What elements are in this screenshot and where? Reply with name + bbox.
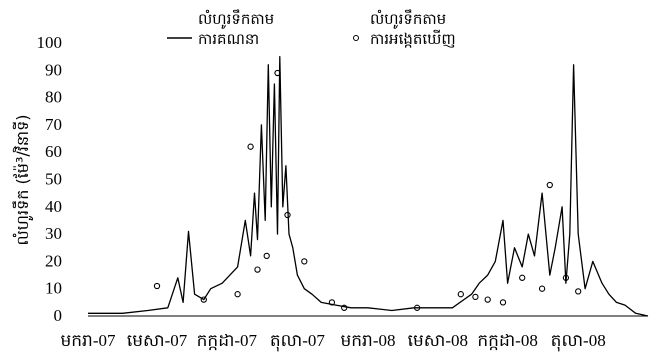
y-tick-label: 70 [45,115,62,134]
y-tick-label: 40 [45,197,62,216]
y-tick-label: 80 [45,88,62,107]
observed-point [538,285,546,292]
observed-point [234,291,241,298]
y-tick-label: 0 [54,306,63,325]
observed-point [484,296,491,303]
observed-point [284,211,291,219]
legend-marker-swatch [353,35,359,41]
observed-point [413,304,421,311]
y-tick-label: 90 [45,60,62,79]
y-tick-label: 10 [45,279,62,298]
x-tick-label: មេសា-07 [127,331,188,350]
x-axis-ticks: មករា-07 មេសា-07 កក្កដា-07 តុលា-07 មករា-08 មេស… [60,331,605,352]
plot-area [88,56,649,317]
observed-point [562,274,570,281]
x-tick-label: កក្កដា-07 [197,331,258,351]
x-tick-label: តុលា-08 [551,331,606,352]
observed-point [301,258,308,265]
observed-point [341,304,348,311]
series-line-simulated [88,56,649,317]
y-tick-label: 20 [45,251,62,270]
observed-point [328,299,336,306]
x-tick-label: តុលា-07 [270,331,326,352]
observed-point [472,293,479,301]
y-axis-label: លំហូរទឹក (ម៉ែ³/វិនាទី) [12,115,34,246]
legend: លំហូរទឹកតាមការគណនា លំហូរទឹកតាមការអង្កេតឃ… [167,9,456,48]
observed-point [254,266,261,273]
observed-point [457,291,464,298]
x-tick-label: មករា-07 [60,331,116,350]
y-tick-label: 30 [45,224,62,243]
y-axis-ticks: 0 10 20 30 40 50 60 70 80 90 100 [37,33,63,325]
observed-point [519,274,526,281]
legend-label-observed: លំហូរទឹកតាមការអង្កេតឃើញ [370,9,456,48]
observed-point [546,181,553,189]
observed-point [247,143,254,150]
observed-point [200,296,207,303]
observed-point [274,69,281,77]
x-tick-label: កក្កដា-08 [477,331,537,351]
observed-point [575,288,582,295]
legend-label-simulated: លំហូរទឹកតាមការគណនា [198,9,274,48]
x-tick-label: មករា-08 [340,331,395,350]
observed-point [153,282,161,290]
x-tick-label: មេសា-08 [408,331,468,350]
y-tick-label: 60 [45,142,62,161]
y-tick-label: 100 [37,33,63,52]
observed-point [499,299,507,306]
y-tick-label: 50 [45,170,62,189]
observed-point [263,252,270,260]
